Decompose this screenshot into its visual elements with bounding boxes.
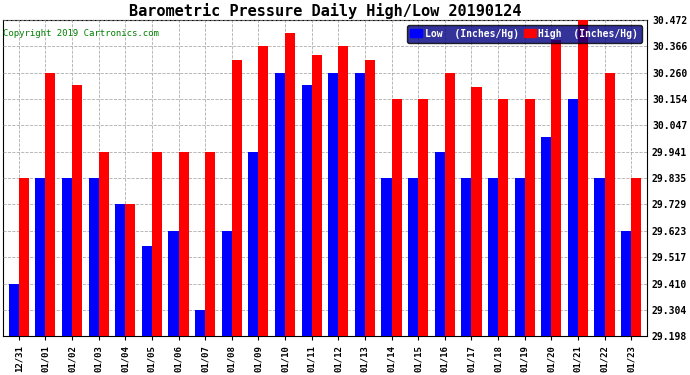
Bar — [195, 310, 205, 336]
Title: Barometric Pressure Daily High/Low 20190124: Barometric Pressure Daily High/Low 20190… — [129, 3, 521, 19]
Bar — [275, 73, 285, 336]
Bar — [46, 73, 55, 336]
Bar — [232, 60, 242, 336]
Bar — [488, 178, 498, 336]
Bar — [72, 85, 82, 336]
Bar — [365, 60, 375, 336]
Bar — [551, 40, 562, 336]
Bar — [498, 99, 508, 336]
Bar — [355, 73, 365, 336]
Bar — [205, 152, 215, 336]
Bar — [621, 231, 631, 336]
Bar — [35, 178, 46, 336]
Bar — [126, 204, 135, 336]
Bar — [382, 178, 391, 336]
Bar — [631, 178, 641, 336]
Bar — [285, 33, 295, 336]
Text: Copyright 2019 Cartronics.com: Copyright 2019 Cartronics.com — [3, 29, 159, 38]
Bar — [568, 99, 578, 336]
Bar — [604, 73, 615, 336]
Bar — [594, 178, 604, 336]
Bar — [408, 178, 418, 336]
Bar — [524, 99, 535, 336]
Bar — [418, 99, 428, 336]
Bar — [541, 137, 551, 336]
Bar — [445, 73, 455, 336]
Bar — [221, 231, 232, 336]
Bar — [152, 152, 162, 336]
Bar — [62, 178, 72, 336]
Legend: Low  (Inches/Hg), High  (Inches/Hg): Low (Inches/Hg), High (Inches/Hg) — [406, 25, 642, 43]
Bar — [391, 99, 402, 336]
Bar — [88, 178, 99, 336]
Bar — [19, 178, 29, 336]
Bar — [99, 152, 109, 336]
Bar — [115, 204, 126, 336]
Bar — [435, 152, 445, 336]
Bar — [9, 284, 19, 336]
Bar — [328, 73, 338, 336]
Bar — [578, 20, 588, 336]
Bar — [462, 178, 471, 336]
Bar — [515, 178, 524, 336]
Bar — [179, 152, 188, 336]
Bar — [312, 55, 322, 336]
Bar — [248, 152, 258, 336]
Bar — [302, 85, 312, 336]
Bar — [141, 246, 152, 336]
Bar — [168, 231, 179, 336]
Bar — [258, 46, 268, 336]
Bar — [338, 46, 348, 336]
Bar — [471, 87, 482, 336]
